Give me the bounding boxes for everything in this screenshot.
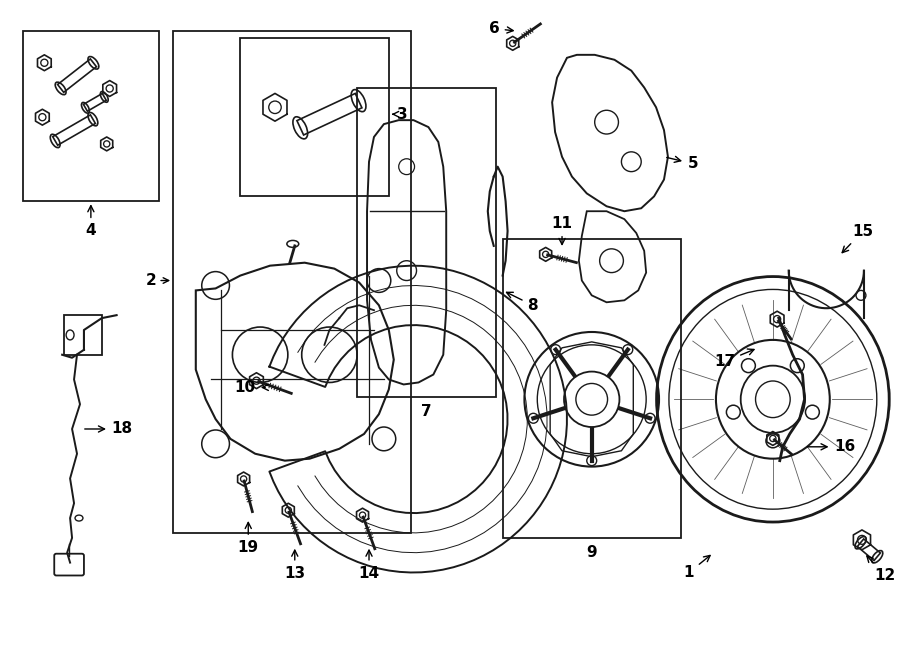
Circle shape: [587, 455, 597, 465]
Text: 14: 14: [358, 550, 380, 580]
Text: 8: 8: [507, 292, 538, 313]
Text: 4: 4: [86, 206, 96, 238]
Circle shape: [645, 413, 655, 423]
Text: 2: 2: [146, 273, 157, 288]
Circle shape: [623, 344, 633, 354]
Text: 3: 3: [397, 106, 408, 122]
Circle shape: [551, 344, 561, 354]
Text: 1: 1: [684, 555, 710, 580]
Text: 7: 7: [421, 405, 432, 419]
Text: 19: 19: [238, 522, 259, 555]
Text: 9: 9: [587, 545, 597, 560]
Text: 12: 12: [867, 556, 896, 582]
Text: 17: 17: [714, 349, 754, 369]
Circle shape: [528, 413, 538, 423]
Text: 16: 16: [807, 440, 856, 454]
Text: 5: 5: [667, 156, 698, 171]
Text: 11: 11: [552, 216, 572, 245]
Text: 10: 10: [234, 380, 268, 395]
Text: 13: 13: [284, 550, 305, 580]
Text: 15: 15: [842, 224, 873, 253]
Text: 18: 18: [85, 422, 133, 436]
Text: 6: 6: [489, 21, 513, 36]
